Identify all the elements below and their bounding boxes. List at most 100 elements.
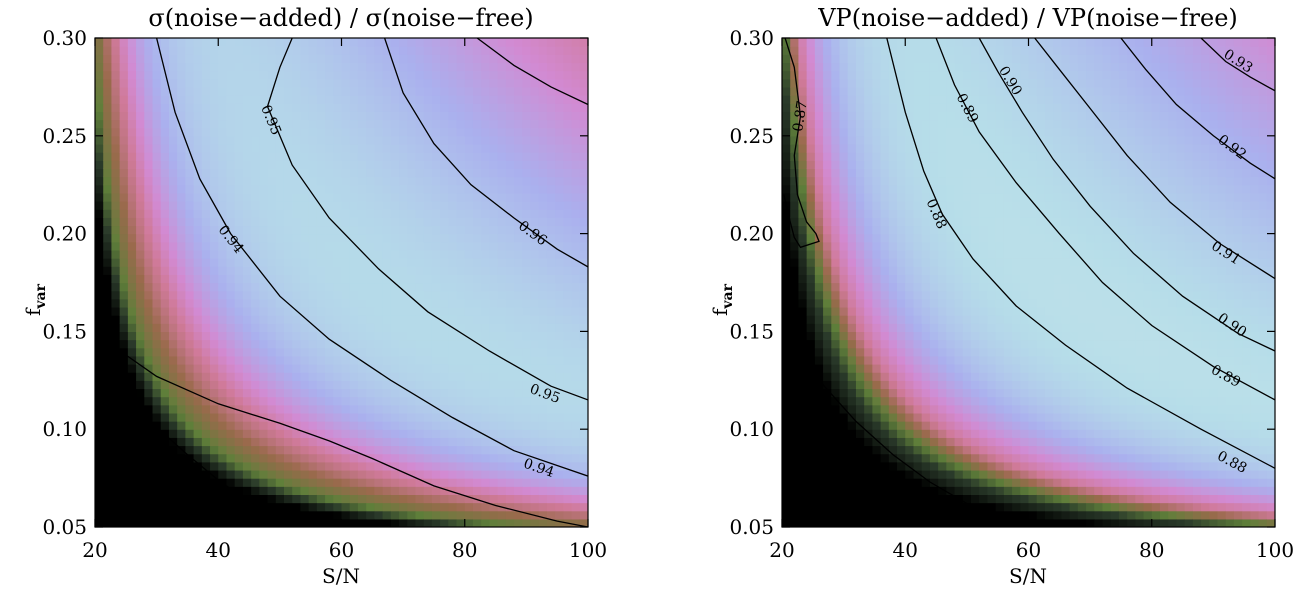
heatmap-cell [955, 193, 964, 202]
heatmap-cell [489, 185, 498, 194]
heatmap-cell [317, 405, 326, 414]
heatmap-cell [881, 95, 890, 104]
heatmap-cell [317, 79, 326, 88]
heatmap-cell [424, 356, 433, 365]
heatmap-cell [448, 79, 457, 88]
heatmap-cell [848, 315, 857, 324]
heatmap-cell [210, 160, 219, 169]
heatmap-cell [563, 380, 572, 389]
heatmap-cell [897, 274, 906, 283]
heatmap-cell [897, 209, 906, 218]
heatmap-cell [457, 160, 466, 169]
heatmap-cell [547, 421, 556, 430]
heatmap-cell [563, 299, 572, 308]
heatmap-cell [782, 79, 791, 88]
heatmap-cell [856, 185, 865, 194]
heatmap-cell [481, 201, 490, 210]
heatmap-cell [840, 511, 849, 520]
heatmap-cell [177, 331, 186, 340]
heatmap-cell [514, 79, 523, 88]
heatmap-cell [547, 511, 556, 520]
heatmap-cell [522, 307, 531, 316]
heatmap-cell [136, 519, 145, 528]
heatmap-cell [815, 519, 824, 528]
heatmap-cell [407, 429, 416, 438]
heatmap-cell [506, 87, 515, 96]
heatmap-cell [366, 372, 375, 381]
heatmap-cell [185, 209, 194, 218]
heatmap-cell [872, 356, 881, 365]
heatmap-cell [210, 340, 219, 349]
heatmap-cell [563, 283, 572, 292]
heatmap-cell [268, 429, 277, 438]
heatmap-cell [448, 454, 457, 463]
heatmap-cell [424, 120, 433, 129]
heatmap-cell [881, 299, 890, 308]
heatmap-cell [905, 388, 914, 397]
heatmap-cell [440, 185, 449, 194]
heatmap-cell [889, 274, 898, 283]
heatmap-cell [391, 340, 400, 349]
heatmap-cell [259, 38, 268, 47]
heatmap-cell [358, 397, 367, 406]
heatmap-cell [300, 128, 309, 137]
heatmap-cell [383, 364, 392, 373]
heatmap-cell [153, 177, 162, 186]
heatmap-cell [815, 95, 824, 104]
heatmap-cell [955, 446, 964, 455]
heatmap-cell [955, 144, 964, 153]
heatmap-cell [268, 388, 277, 397]
heatmap-cell [243, 454, 252, 463]
heatmap-cell [514, 274, 523, 283]
heatmap-cell [366, 348, 375, 357]
heatmap-cell [905, 225, 914, 234]
heatmap-cell [897, 136, 906, 145]
heatmap-cell [95, 437, 104, 446]
heatmap-cell [807, 168, 816, 177]
heatmap-cell [547, 307, 556, 316]
heatmap-cell [95, 144, 104, 153]
heatmap-cell [831, 340, 840, 349]
heatmap-cell [169, 234, 178, 243]
heatmap-cell [399, 177, 408, 186]
heatmap-cell [506, 128, 515, 137]
heatmap-cell [218, 128, 227, 137]
heatmap-cell [815, 54, 824, 63]
heatmap-cell [333, 250, 342, 259]
heatmap-cell [226, 152, 235, 161]
heatmap-cell [350, 283, 359, 292]
heatmap-cell [848, 38, 857, 47]
heatmap-cell [153, 299, 162, 308]
heatmap-cell [251, 168, 260, 177]
heatmap-cell [514, 258, 523, 267]
heatmap-cell [955, 71, 964, 80]
heatmap-cell [103, 258, 112, 267]
heatmap-cell [514, 144, 523, 153]
heatmap-cell [259, 160, 268, 169]
heatmap-cell [506, 185, 515, 194]
heatmap-cell [840, 503, 849, 512]
heatmap-cell [276, 446, 285, 455]
heatmap-cell [798, 503, 807, 512]
heatmap-cell [177, 274, 186, 283]
heatmap-cell [522, 177, 531, 186]
heatmap-cell [161, 217, 170, 226]
heatmap-cell [823, 462, 832, 471]
heatmap-cell [856, 454, 865, 463]
heatmap-cell [831, 250, 840, 259]
heatmap-cell [202, 217, 211, 226]
heatmap-cell [169, 364, 178, 373]
heatmap-cell [572, 494, 581, 503]
heatmap-cell [922, 54, 931, 63]
heatmap-cell [481, 128, 490, 137]
heatmap-cell [268, 225, 277, 234]
heatmap-cell [424, 503, 433, 512]
heatmap-cell [210, 503, 219, 512]
heatmap-cell [358, 71, 367, 80]
heatmap-cell [177, 193, 186, 202]
heatmap-cell [218, 79, 227, 88]
heatmap-cell [946, 388, 955, 397]
heatmap-cell [481, 95, 490, 104]
heatmap-cell [177, 454, 186, 463]
heatmap-cell [120, 299, 129, 308]
